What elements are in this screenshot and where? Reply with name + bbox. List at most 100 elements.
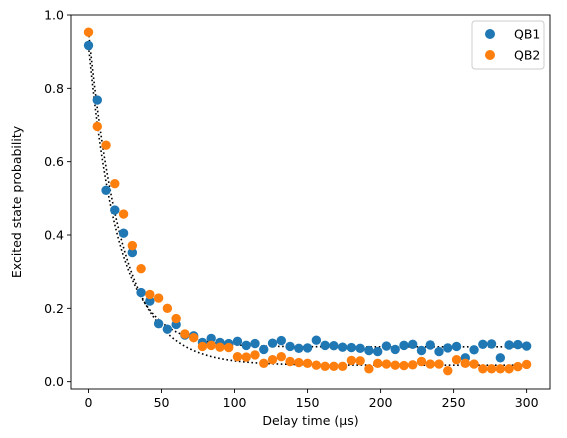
- data-point-qb1: [110, 205, 119, 214]
- data-point-qb1: [329, 341, 338, 350]
- legend-marker-qb1: [485, 29, 495, 39]
- data-point-qb1: [487, 339, 496, 348]
- data-point-qb2: [469, 359, 478, 368]
- x-tick-label: 200: [369, 395, 393, 410]
- x-tick-label: 100: [223, 395, 247, 410]
- data-point-qb2: [355, 356, 364, 365]
- x-tick-label: 150: [296, 395, 320, 410]
- data-point-qb2: [399, 361, 408, 370]
- data-point-qb2: [110, 179, 119, 188]
- data-point-qb2: [233, 352, 242, 361]
- x-tick-label: 50: [154, 395, 170, 410]
- data-point-qb1: [338, 343, 347, 352]
- y-tick-label: 1.0: [44, 8, 64, 23]
- data-point-qb2: [277, 352, 286, 361]
- data-point-qb2: [312, 360, 321, 369]
- data-point-qb1: [504, 340, 513, 349]
- data-point-qb1: [399, 341, 408, 350]
- data-point-qb1: [382, 341, 391, 350]
- data-point-qb2: [338, 362, 347, 371]
- data-point-qb1: [478, 340, 487, 349]
- data-point-qb1: [312, 336, 321, 345]
- data-point-qb1: [391, 345, 400, 354]
- y-tick-label: 0.6: [44, 154, 64, 169]
- data-point-qb2: [487, 364, 496, 373]
- x-axis-label: Delay time (µs): [262, 413, 358, 428]
- legend-label-qb1: QB1: [514, 27, 540, 42]
- data-point-qb1: [101, 186, 110, 195]
- data-point-qb1: [233, 337, 242, 346]
- data-point-qb2: [513, 362, 522, 371]
- y-tick-label: 0.2: [44, 301, 64, 316]
- data-point-qb2: [347, 356, 356, 365]
- data-point-qb1: [294, 344, 303, 353]
- data-point-qb2: [285, 357, 294, 366]
- y-tick-label: 0.0: [44, 374, 64, 389]
- data-point-qb1: [443, 343, 452, 352]
- data-point-qb1: [452, 342, 461, 351]
- data-point-qb1: [84, 41, 93, 50]
- data-point-qb2: [329, 362, 338, 371]
- data-point-qb2: [224, 343, 233, 352]
- data-point-qb2: [303, 359, 312, 368]
- data-point-qb1: [163, 325, 172, 334]
- data-point-qb2: [242, 352, 251, 361]
- data-point-qb2: [136, 264, 145, 273]
- data-point-qb2: [171, 314, 180, 323]
- data-point-qb1: [417, 346, 426, 355]
- data-point-qb1: [426, 340, 435, 349]
- data-point-qb2: [478, 364, 487, 373]
- legend: QB1 QB2: [472, 21, 544, 69]
- data-point-qb1: [347, 343, 356, 352]
- data-point-qb2: [180, 329, 189, 338]
- data-point-qb2: [364, 364, 373, 373]
- data-point-qb1: [373, 347, 382, 356]
- data-point-qb1: [277, 336, 286, 345]
- data-point-qb2: [373, 359, 382, 368]
- data-point-qb1: [136, 288, 145, 297]
- data-point-qb2: [250, 350, 259, 359]
- data-point-qb1: [434, 347, 443, 356]
- data-point-qb2: [259, 359, 268, 368]
- data-point-qb1: [320, 341, 329, 350]
- y-tick-label: 0.4: [44, 228, 64, 243]
- data-point-qb2: [154, 293, 163, 302]
- data-point-qb2: [84, 28, 93, 37]
- data-point-qb2: [119, 209, 128, 218]
- data-point-qb2: [461, 359, 470, 368]
- data-point-qb2: [93, 122, 102, 131]
- data-point-qb1: [154, 319, 163, 328]
- data-point-qb2: [504, 364, 513, 373]
- data-point-qb1: [364, 346, 373, 355]
- data-point-qb1: [285, 342, 294, 351]
- data-point-qb2: [128, 241, 137, 250]
- data-point-qb2: [101, 140, 110, 149]
- data-point-qb2: [408, 360, 417, 369]
- data-point-qb2: [417, 357, 426, 366]
- data-point-qb2: [496, 364, 505, 373]
- data-point-qb1: [250, 339, 259, 348]
- data-point-qb2: [268, 355, 277, 364]
- data-point-qb2: [163, 304, 172, 313]
- data-point-qb1: [469, 345, 478, 354]
- data-point-qb1: [355, 344, 364, 353]
- x-tick-label: 0: [85, 395, 93, 410]
- data-point-qb1: [496, 353, 505, 362]
- data-point-qb1: [119, 228, 128, 237]
- legend-label-qb2: QB2: [514, 48, 540, 63]
- data-point-qb2: [434, 359, 443, 368]
- data-point-qb1: [303, 343, 312, 352]
- x-tick-label: 250: [442, 395, 466, 410]
- legend-marker-qb2: [485, 50, 495, 60]
- y-tick-label: 0.8: [44, 81, 64, 96]
- data-point-qb1: [268, 338, 277, 347]
- data-point-qb1: [522, 341, 531, 350]
- data-point-qb2: [452, 355, 461, 364]
- data-point-qb1: [408, 340, 417, 349]
- data-point-qb2: [522, 360, 531, 369]
- data-point-qb2: [215, 343, 224, 352]
- data-point-qb2: [320, 362, 329, 371]
- data-point-qb2: [443, 366, 452, 375]
- data-point-qb2: [145, 290, 154, 299]
